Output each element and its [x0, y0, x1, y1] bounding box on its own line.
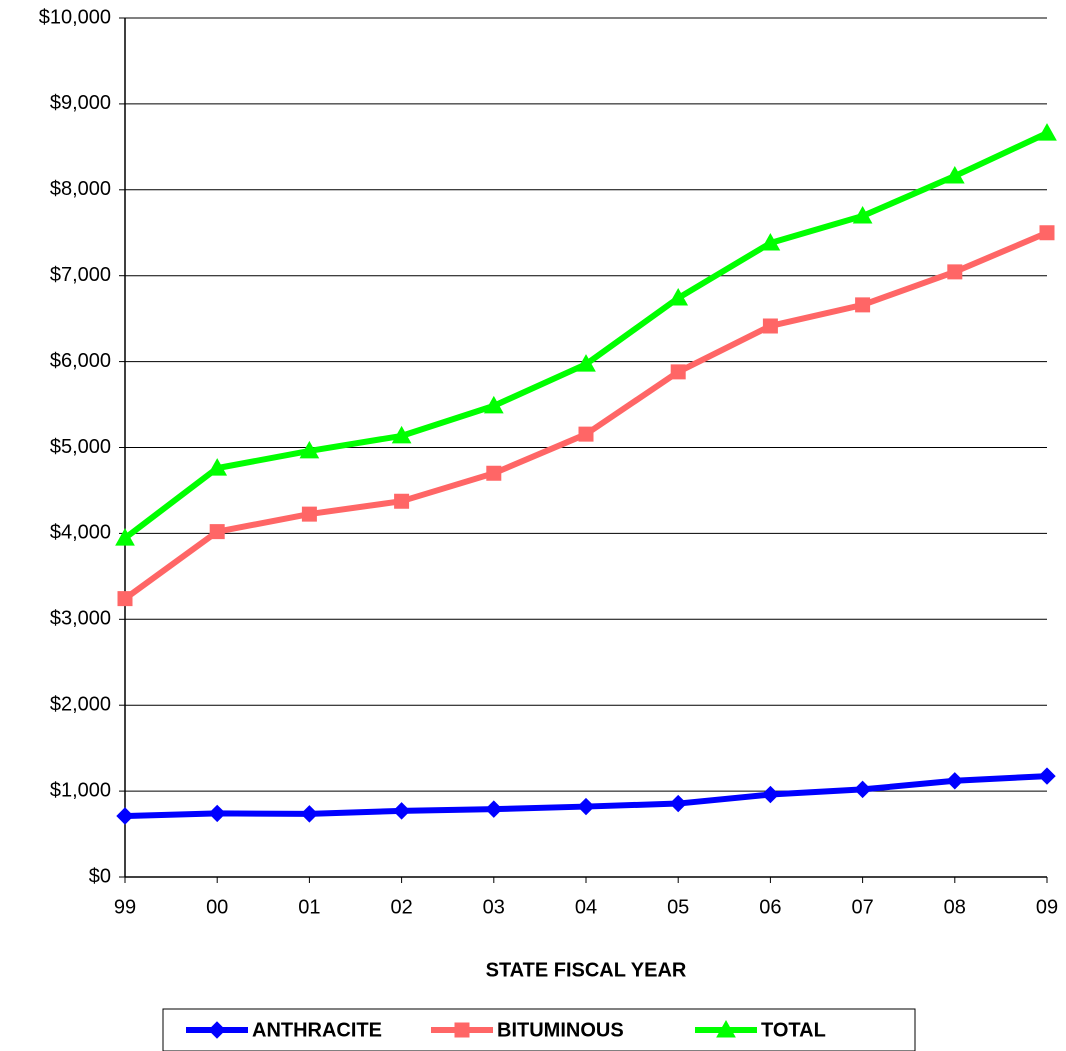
data-point — [668, 288, 689, 306]
y-tick-label: $9,000 — [50, 92, 111, 114]
data-point — [852, 205, 873, 224]
data-point — [670, 364, 686, 380]
data-point — [115, 528, 135, 546]
data-point — [483, 395, 504, 414]
data-point — [301, 506, 317, 522]
data-point — [300, 805, 319, 823]
y-tick-label: $5,000 — [50, 436, 111, 458]
data-point — [577, 797, 595, 816]
data-point — [299, 440, 320, 459]
data-point — [576, 354, 596, 372]
x-tick-label: 05 — [667, 896, 689, 918]
y-tick-label: $3,000 — [50, 608, 111, 630]
data-point — [669, 794, 687, 813]
y-tick-label: $1,000 — [50, 779, 111, 801]
data-point — [1039, 225, 1055, 241]
x-tick-label: 99 — [114, 896, 136, 918]
data-point — [944, 166, 965, 184]
data-point — [208, 804, 226, 823]
data-point — [1037, 123, 1057, 141]
legend-box — [162, 1008, 916, 1051]
data-point — [1038, 767, 1056, 785]
x-tick-label: 04 — [575, 896, 597, 918]
data-point — [761, 785, 780, 804]
x-tick-label: 06 — [759, 896, 781, 918]
x-axis-title: STATE FISCAL YEAR — [486, 959, 687, 981]
x-tick-label: 02 — [390, 896, 412, 918]
data-point — [947, 264, 963, 280]
x-tick-label: 07 — [851, 896, 873, 918]
data-point — [853, 780, 872, 799]
y-tick-label: $2,000 — [50, 693, 111, 715]
data-point — [578, 426, 594, 442]
legend-label: ANTHRACITE — [252, 1019, 382, 1041]
legend-label: BITUMINOUS — [497, 1019, 624, 1041]
y-tick-label: $10,000 — [39, 6, 111, 28]
legend-label: TOTAL — [761, 1019, 826, 1041]
data-point — [391, 425, 412, 444]
data-point — [486, 465, 502, 481]
y-tick-label: $6,000 — [50, 350, 111, 372]
legend-marker — [208, 1021, 226, 1039]
legend-marker — [716, 1019, 736, 1038]
series-line — [123, 229, 1049, 602]
x-tick-label: 03 — [483, 896, 505, 918]
data-point — [485, 800, 503, 818]
y-tick-label: $8,000 — [50, 178, 111, 200]
x-tick-label: 08 — [944, 896, 966, 918]
data-point — [116, 807, 134, 825]
data-point — [760, 233, 781, 251]
x-tick-label: 00 — [206, 896, 228, 918]
data-point — [392, 802, 411, 820]
legend-marker — [454, 1022, 470, 1038]
data-point — [209, 524, 225, 540]
data-point — [855, 297, 871, 313]
data-point — [117, 591, 133, 607]
x-tick-label: 01 — [298, 896, 320, 918]
series-line — [123, 130, 1049, 541]
data-point — [207, 458, 228, 476]
y-tick-label: $7,000 — [50, 264, 111, 286]
data-point — [762, 318, 778, 334]
x-tick-label: 09 — [1036, 896, 1058, 918]
data-point — [946, 772, 964, 790]
data-point — [394, 493, 410, 509]
y-tick-label: $4,000 — [50, 522, 111, 544]
y-tick-label: $0 — [89, 865, 111, 887]
